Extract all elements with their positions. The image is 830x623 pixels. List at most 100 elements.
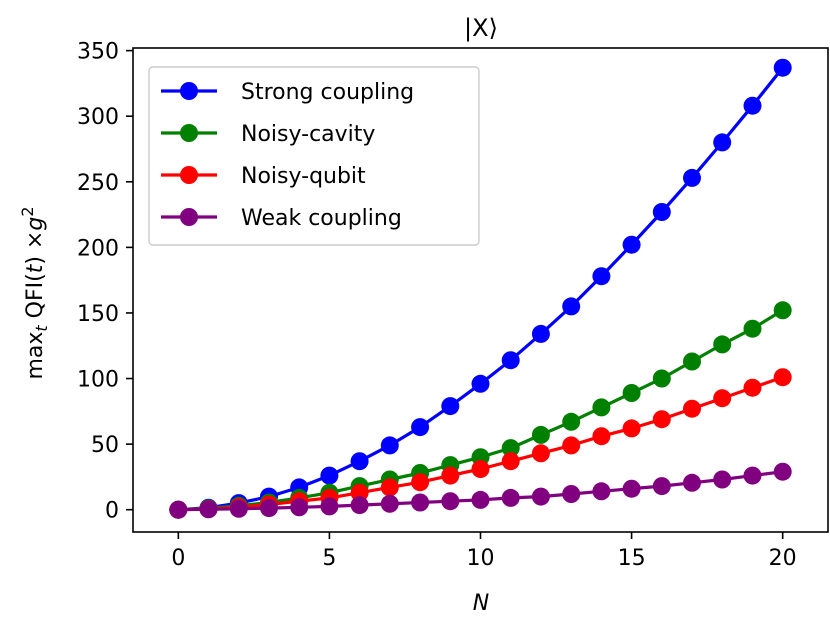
data-point <box>290 498 309 517</box>
data-point <box>380 436 399 455</box>
data-point <box>562 485 581 503</box>
y-label-exponent: 2 <box>18 206 37 216</box>
data-point <box>622 479 641 498</box>
data-point <box>350 483 369 502</box>
data-point <box>441 397 460 416</box>
data-point <box>441 492 460 511</box>
legend: Strong coupling Noisy-cavity Noisy-qubit We… <box>148 66 480 246</box>
data-point <box>622 419 641 438</box>
x-axis-label: N <box>473 591 489 616</box>
legend-marker <box>180 82 198 100</box>
series-weak-coupling <box>169 462 792 519</box>
y-label-t: t <box>23 263 48 273</box>
data-point <box>199 500 218 519</box>
data-point <box>441 466 460 485</box>
data-point <box>169 500 188 519</box>
data-point <box>411 473 430 492</box>
legend-marker <box>180 208 198 226</box>
data-point <box>622 384 641 402</box>
y-tick-label: 300 <box>77 105 119 130</box>
legend-box <box>148 66 480 246</box>
data-point <box>592 482 611 501</box>
y-label-qfi: QFI( <box>23 273 48 325</box>
legend-item: Weak coupling <box>161 206 402 231</box>
chart-title: |X⟩ <box>464 14 498 42</box>
data-point <box>652 477 671 496</box>
y-tick-label: 150 <box>77 302 119 327</box>
data-point <box>531 444 550 463</box>
x-tick-label: 20 <box>769 546 797 571</box>
plot-area <box>169 58 792 519</box>
data-point <box>773 58 792 77</box>
data-point <box>380 494 399 513</box>
data-point <box>683 168 701 187</box>
data-point <box>411 418 430 437</box>
data-point <box>562 412 581 431</box>
data-point <box>683 399 701 418</box>
data-point <box>743 378 762 397</box>
data-point <box>652 203 671 221</box>
data-point <box>411 493 430 512</box>
x-tick-label: 0 <box>171 546 185 571</box>
data-point <box>652 410 671 429</box>
data-point <box>622 235 641 254</box>
legend-item: Strong coupling <box>161 80 414 105</box>
legend-label: Strong coupling <box>241 80 414 105</box>
y-label-g: g <box>23 217 48 231</box>
y-tick-label: 200 <box>77 236 119 261</box>
y-tick-label: 0 <box>105 499 119 524</box>
data-point <box>562 436 581 455</box>
data-point <box>743 466 762 485</box>
data-point <box>743 319 762 338</box>
data-point <box>652 369 671 388</box>
legend-label: Noisy-qubit <box>241 164 366 189</box>
data-point <box>683 352 701 371</box>
legend-item: Noisy-cavity <box>161 122 375 147</box>
y-tick-label: 50 <box>91 433 119 458</box>
data-point <box>773 462 792 481</box>
legend-label: Weak coupling <box>241 206 402 231</box>
data-point <box>229 499 248 518</box>
data-point <box>471 490 490 509</box>
data-point <box>471 374 490 393</box>
data-point <box>592 267 611 286</box>
data-point <box>501 452 520 471</box>
data-point <box>592 427 611 446</box>
x-tick-label: 15 <box>618 546 646 571</box>
data-point <box>501 351 520 370</box>
data-point <box>713 389 732 408</box>
y-label-subscript: t <box>32 325 51 332</box>
y-tick-label: 250 <box>77 171 119 196</box>
data-point <box>773 301 792 320</box>
data-point <box>713 133 732 152</box>
legend-marker <box>180 166 198 184</box>
data-point <box>531 324 550 343</box>
data-point <box>350 496 369 515</box>
legend-marker <box>180 124 198 142</box>
data-point <box>592 398 611 417</box>
y-label-max: max <box>23 332 48 380</box>
data-point <box>743 96 762 115</box>
x-tick-label: 10 <box>467 546 495 571</box>
data-point <box>471 460 490 478</box>
x-tick-label: 5 <box>322 546 336 571</box>
data-point <box>260 499 278 518</box>
y-axis-label: maxt QFI(t) ×g2 <box>18 206 51 379</box>
y-label-close: ) × <box>23 231 48 265</box>
legend-item: Noisy-qubit <box>161 164 366 189</box>
legend-label: Noisy-cavity <box>241 122 375 147</box>
data-point <box>501 488 520 507</box>
data-point <box>320 466 339 485</box>
y-tick-label: 350 <box>77 40 119 65</box>
data-point <box>531 425 550 444</box>
data-point <box>713 470 732 489</box>
data-point <box>501 439 520 458</box>
data-point <box>562 297 581 316</box>
data-point <box>773 368 792 387</box>
data-point <box>320 497 339 516</box>
data-point <box>683 473 701 492</box>
y-tick-label: 100 <box>77 368 119 393</box>
data-point <box>380 478 399 497</box>
data-point <box>713 335 732 354</box>
